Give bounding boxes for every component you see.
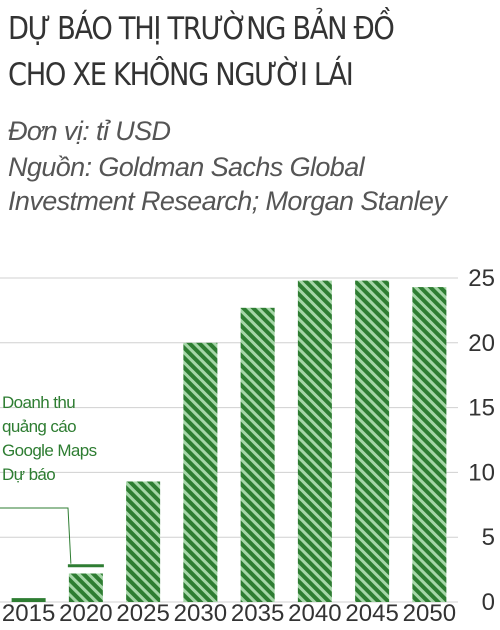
bar: [68, 573, 103, 602]
title-line-2: CHO XE KHÔNG NGƯỜI LÁI: [8, 57, 354, 93]
gridlines: [0, 277, 458, 603]
x-tick-label: 2025: [116, 600, 169, 627]
x-tick-label: 2020: [59, 600, 112, 627]
bar: [412, 287, 447, 602]
x-tick-label: 2045: [345, 600, 398, 627]
annotation-line: quảng cáo: [2, 417, 76, 436]
y-tick-label: 10: [468, 459, 495, 486]
annotation-line: Dự báo: [2, 465, 55, 484]
y-tick-label: 25: [468, 265, 495, 292]
y-tick-label: 5: [482, 524, 495, 551]
bar: [355, 280, 390, 602]
annotation: Doanh thu quảng cáo Google Maps Dự báo: [0, 393, 97, 564]
y-tick-label: 15: [468, 395, 495, 422]
bar: [126, 481, 161, 602]
chart-title: DỰ BÁO THỊ TRƯỜNG BẢN ĐỒ CHO XE KHÔNG NG…: [8, 6, 437, 98]
x-tick-label: 2040: [288, 600, 341, 627]
source-label: Nguồn: Goldman Sachs Global Investment R…: [8, 152, 447, 216]
x-tick-label: 2015: [2, 600, 55, 627]
bar: [297, 280, 332, 602]
y-tick-label: 20: [468, 330, 495, 357]
bar: [11, 598, 46, 602]
x-tick-label: 2030: [174, 600, 227, 627]
x-axis-ticks: 2015 2020 2025 2030 2035 2040 2045 2050: [2, 600, 456, 627]
annotation-leader: [0, 507, 72, 564]
bar: [240, 307, 275, 602]
y-axis-ticks: 0 5 10 15 20 25: [468, 265, 495, 616]
x-tick-label: 2050: [403, 600, 456, 627]
unit-label: Đơn vị: tỉ USD: [8, 116, 171, 146]
bars: [11, 280, 447, 602]
y-tick-label: 0: [482, 589, 495, 616]
title-line-1: DỰ BÁO THỊ TRƯỜNG BẢN ĐỒ: [8, 11, 395, 47]
annotation-line: Doanh thu: [2, 393, 75, 412]
bar: [183, 342, 218, 602]
annotation-line: Google Maps: [2, 441, 97, 460]
x-tick-label: 2035: [231, 600, 284, 627]
